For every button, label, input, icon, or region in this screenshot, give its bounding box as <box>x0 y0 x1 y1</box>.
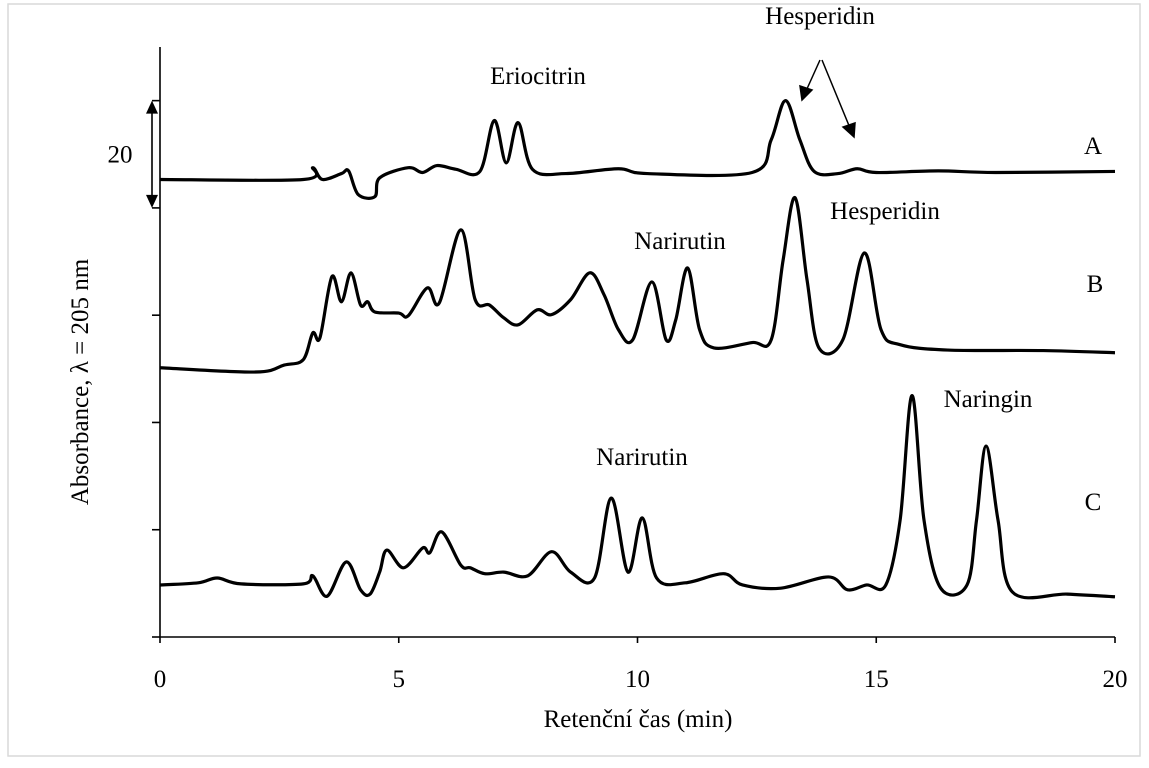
peak-label: Narirutin <box>634 228 726 255</box>
peak-label: Eriocitrin <box>490 63 586 90</box>
chromatogram-trace <box>159 99 1116 200</box>
scale-arrow <box>146 194 158 208</box>
peak-label: Hesperidin <box>830 198 940 225</box>
series-label: A <box>1084 133 1102 160</box>
series-label: B <box>1087 271 1104 298</box>
x-axis-title: Retenční čas (min) <box>544 706 733 733</box>
hesperidin-arrows <box>799 59 856 139</box>
scale-arrow <box>146 100 158 114</box>
scale-label: 20 <box>108 141 133 168</box>
peak-label: Naringin <box>944 386 1033 413</box>
frame <box>7 3 1141 757</box>
peak-label: Hesperidin <box>765 3 875 30</box>
peak-label: Narirutin <box>596 444 688 471</box>
chromatogram-trace <box>159 394 1116 600</box>
x-tick-label: 10 <box>625 666 650 693</box>
x-tick-label: 0 <box>154 666 167 693</box>
chromatogram-trace <box>159 196 1116 374</box>
series-label: C <box>1085 489 1102 516</box>
x-tick-label: 15 <box>864 666 889 693</box>
x-tick-label: 5 <box>393 666 406 693</box>
x-tick-label: 20 <box>1103 666 1128 693</box>
y-axis-title: Absorbance, λ = 205 nm <box>67 258 94 505</box>
